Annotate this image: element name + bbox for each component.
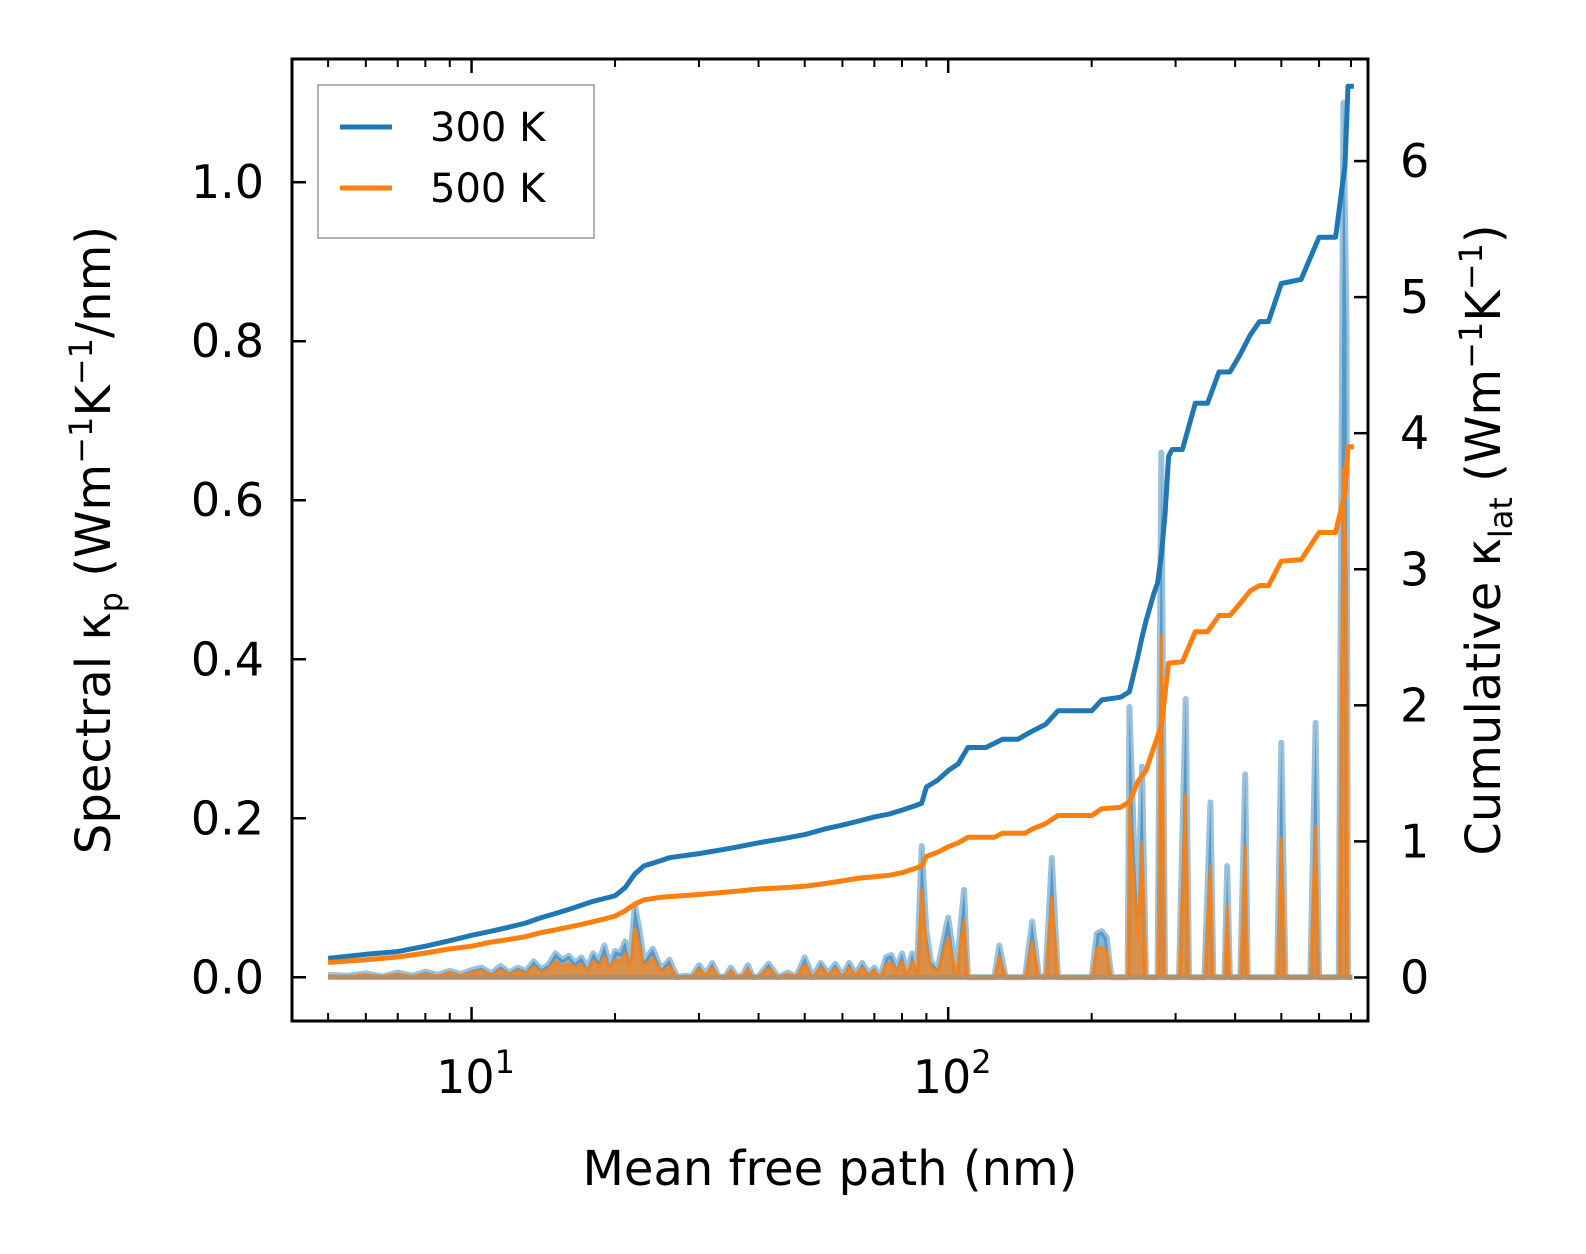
- right-axis-title-unit: (Wm: [1456, 369, 1512, 497]
- x-tick-label-base: 10: [436, 1050, 495, 1104]
- right-axis-title-unit-mid: K: [1456, 289, 1512, 322]
- x-tick-label-exp: 2: [971, 1043, 991, 1081]
- right-axis-title-main: Cumulative κ: [1456, 538, 1512, 856]
- right-y-tick-label: 6: [1400, 134, 1429, 188]
- right-y-tick-label: 0: [1400, 950, 1429, 1004]
- legend-label-500k: 500 K: [430, 166, 547, 212]
- spectral-area-500k: [328, 468, 1353, 978]
- left-axis-title-sub: p: [92, 592, 130, 612]
- right-y-tick-label: 2: [1400, 678, 1429, 732]
- right-y-tick-label: 3: [1400, 542, 1429, 596]
- x-tick-label-exp: 1: [495, 1043, 515, 1081]
- left-axis-title-unit: (Wm: [66, 464, 122, 592]
- left-axis-title-main: Spectral κ: [66, 612, 122, 854]
- left-y-tick-label: 0.2: [191, 791, 264, 845]
- right-axis-title-sup1: −1: [1452, 322, 1490, 369]
- plot-frame: [290, 57, 1370, 1023]
- left-axis-title-unit-post: /nm): [66, 226, 122, 338]
- right-axis-title-sub: lat: [1482, 497, 1520, 538]
- left-axis-title-sup2: −1: [62, 338, 100, 385]
- spectral-layer: [327, 99, 1353, 981]
- spectral-line-500k: [328, 466, 1353, 979]
- x-tick-label: 101: [436, 1043, 515, 1104]
- x-tick-label-base: 10: [913, 1050, 972, 1104]
- x-tick-label: 102: [913, 1043, 992, 1104]
- left-axis-title-sup1: −1: [62, 417, 100, 464]
- right-axis-title-unit-post: ): [1456, 224, 1512, 243]
- left-y-tick-label: 0.4: [191, 632, 264, 686]
- cumulative-line-500k: [327, 444, 1354, 965]
- left-y-tick-label: 1.0: [191, 155, 264, 209]
- left-y-tick-label: 0.8: [191, 314, 264, 368]
- cumulative-layer: [327, 83, 1354, 965]
- left-axis-title: Spectral κp (Wm−1K−1/nm): [62, 226, 130, 854]
- left-axis-title-unit-mid: K: [66, 384, 122, 417]
- right-y-tick-label: 4: [1400, 406, 1429, 460]
- right-axis-title-sup2: −1: [1452, 243, 1490, 290]
- cumulative-line-300k: [327, 83, 1354, 961]
- right-axis-title: Cumulative κlat (Wm−1K−1): [1452, 224, 1520, 855]
- legend-label-300k: 300 K: [430, 105, 547, 151]
- right-y-tick-label: 1: [1400, 814, 1429, 868]
- left-y-tick-label: 0.6: [191, 473, 264, 527]
- legend-box: [317, 84, 595, 239]
- right-y-tick-label: 5: [1400, 270, 1429, 324]
- left-y-tick-label: 0.0: [191, 950, 264, 1004]
- legend: 300 K 500 K: [317, 84, 595, 239]
- x-axis-title: Mean free path (nm): [583, 1141, 1078, 1197]
